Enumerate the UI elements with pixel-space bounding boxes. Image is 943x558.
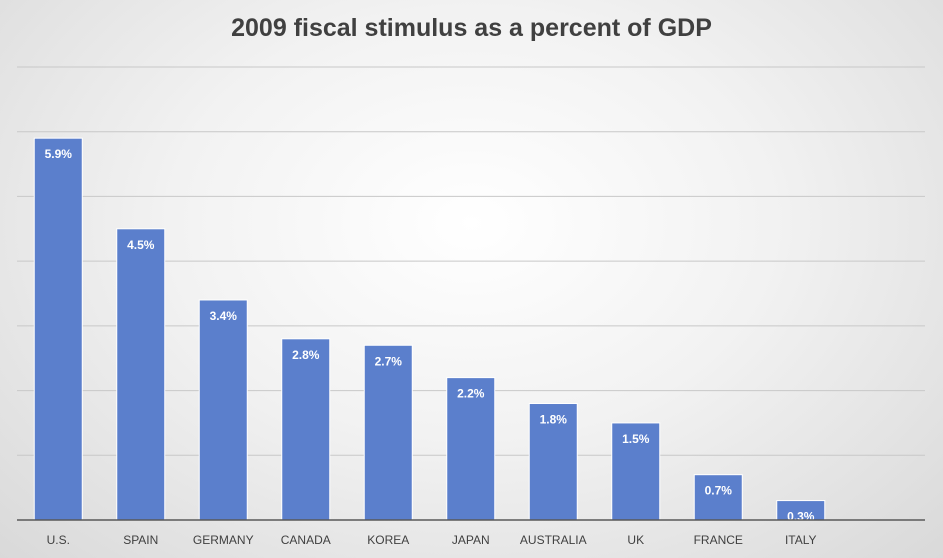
- x-tick-label: U.S.: [47, 533, 70, 547]
- data-label: 0.7%: [705, 484, 733, 498]
- x-tick-label: ITALY: [785, 533, 817, 547]
- bar-japan: [446, 377, 496, 521]
- data-label: 2.8%: [292, 348, 320, 362]
- bar-korea: [363, 344, 413, 521]
- bar-germany: [198, 299, 248, 521]
- bar-spain: [116, 228, 166, 521]
- data-label: 5.9%: [45, 147, 73, 161]
- data-label: 4.5%: [127, 238, 155, 252]
- bar-us: [33, 137, 83, 521]
- x-tick-label: GERMANY: [193, 533, 254, 547]
- x-tick-label: CANADA: [281, 533, 331, 547]
- x-tick-label: JAPAN: [452, 533, 490, 547]
- data-label: 2.2%: [457, 387, 485, 401]
- data-label: 1.8%: [540, 413, 568, 427]
- data-label: 3.4%: [210, 309, 238, 323]
- bar-france: [693, 474, 743, 521]
- x-tick-label: AUSTRALIA: [520, 533, 587, 547]
- bar-australia: [528, 403, 578, 521]
- x-tick-label: UK: [627, 533, 644, 547]
- data-label: 1.5%: [622, 432, 650, 446]
- data-label: 2.7%: [375, 354, 403, 368]
- bar-canada: [281, 338, 331, 521]
- x-tick-label: SPAIN: [123, 533, 158, 547]
- x-tick-label: FRANCE: [694, 533, 743, 547]
- data-label: 0.3%: [787, 510, 815, 524]
- chart-title: 2009 fiscal stimulus as a percent of GDP: [231, 14, 712, 42]
- x-tick-label: KOREA: [367, 533, 409, 547]
